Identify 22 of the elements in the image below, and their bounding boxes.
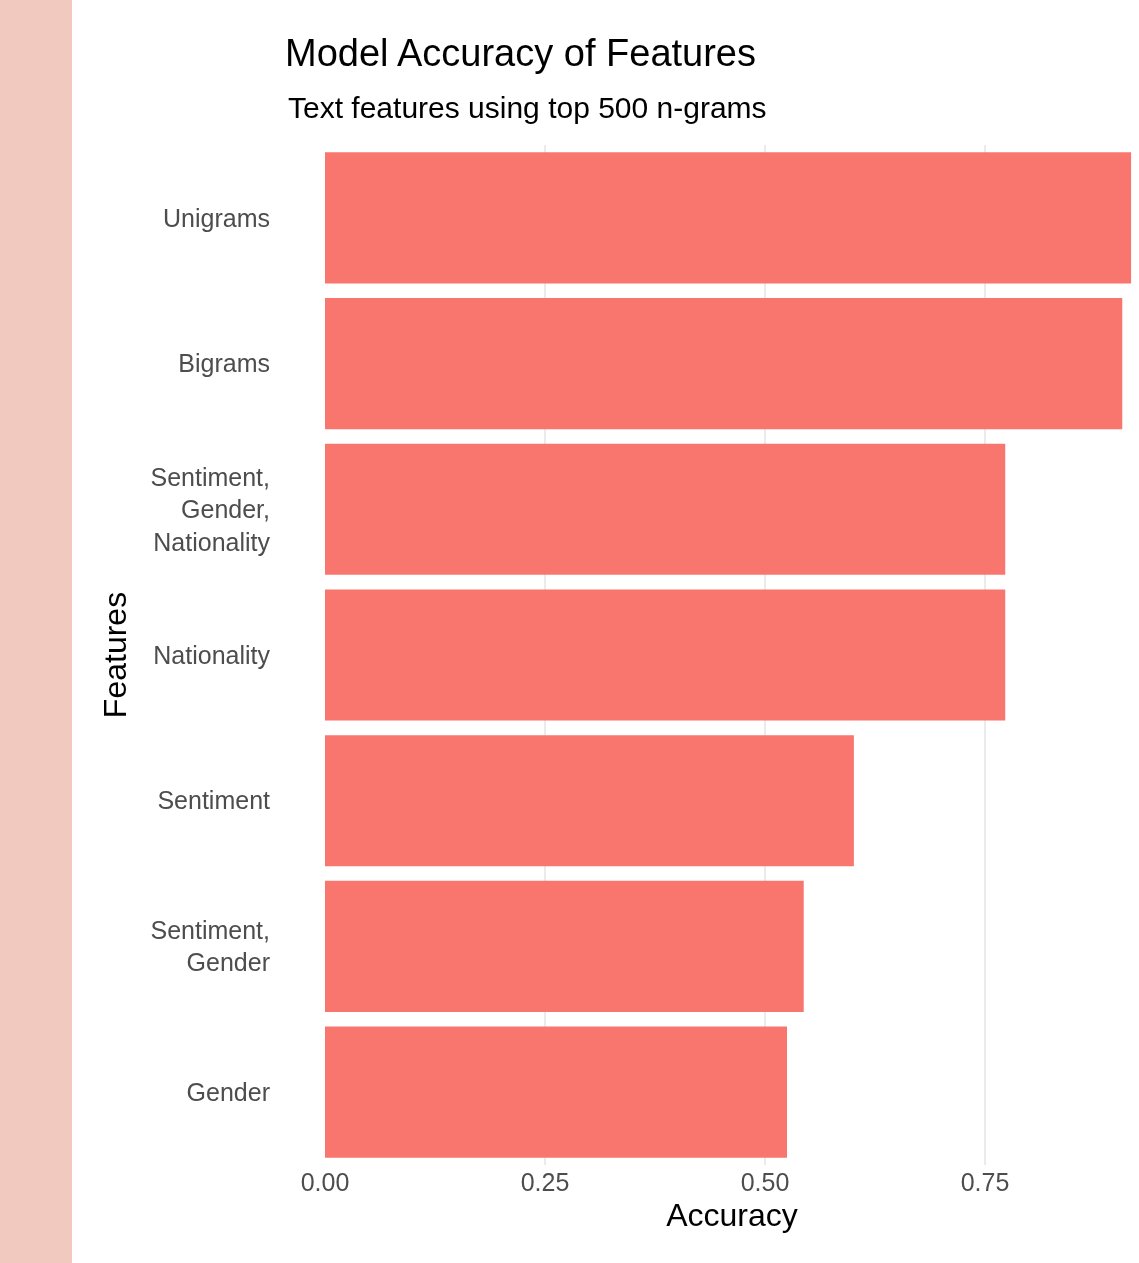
y-tick-label: Nationality <box>153 640 271 669</box>
bar <box>325 152 1132 284</box>
bar <box>325 735 854 867</box>
y-tick-label: Unigrams <box>163 203 270 232</box>
y-tick-label: Sentiment <box>157 786 271 815</box>
y-tick-label: Sentiment, Gender, Nationality <box>150 462 271 556</box>
y-tick-label: Gender <box>186 1077 270 1106</box>
y-axis-title: Features <box>96 591 133 719</box>
x-tick-label: 0.25 <box>520 1168 570 1196</box>
bar <box>325 880 804 1012</box>
bar <box>325 443 1006 575</box>
bar <box>325 1026 787 1158</box>
chart-title: Model Accuracy of Features <box>285 32 756 75</box>
bar <box>325 298 1123 430</box>
x-tick-label: 0.75 <box>960 1168 1010 1196</box>
x-tick-label: 0.00 <box>300 1168 350 1196</box>
bar <box>325 589 1006 721</box>
chart-subtitle: Text features using top 500 n-grams <box>288 91 767 124</box>
x-axis-title: Accuracy <box>666 1196 798 1233</box>
y-tick-label: Sentiment, Gender <box>150 915 270 977</box>
x-tick-label: 0.50 <box>740 1168 790 1196</box>
y-tick-label: Bigrams <box>178 349 270 378</box>
